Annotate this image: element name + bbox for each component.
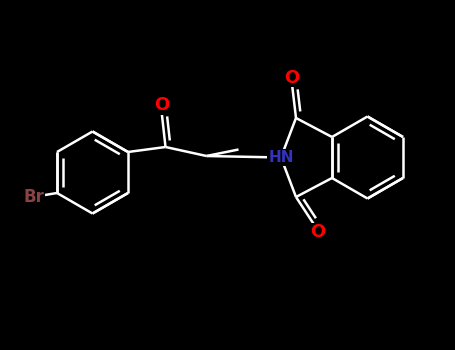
Text: O: O [154,96,169,114]
Text: O: O [310,224,325,241]
Text: Br: Br [23,188,44,206]
Text: HN: HN [268,150,294,165]
Text: O: O [284,69,300,86]
